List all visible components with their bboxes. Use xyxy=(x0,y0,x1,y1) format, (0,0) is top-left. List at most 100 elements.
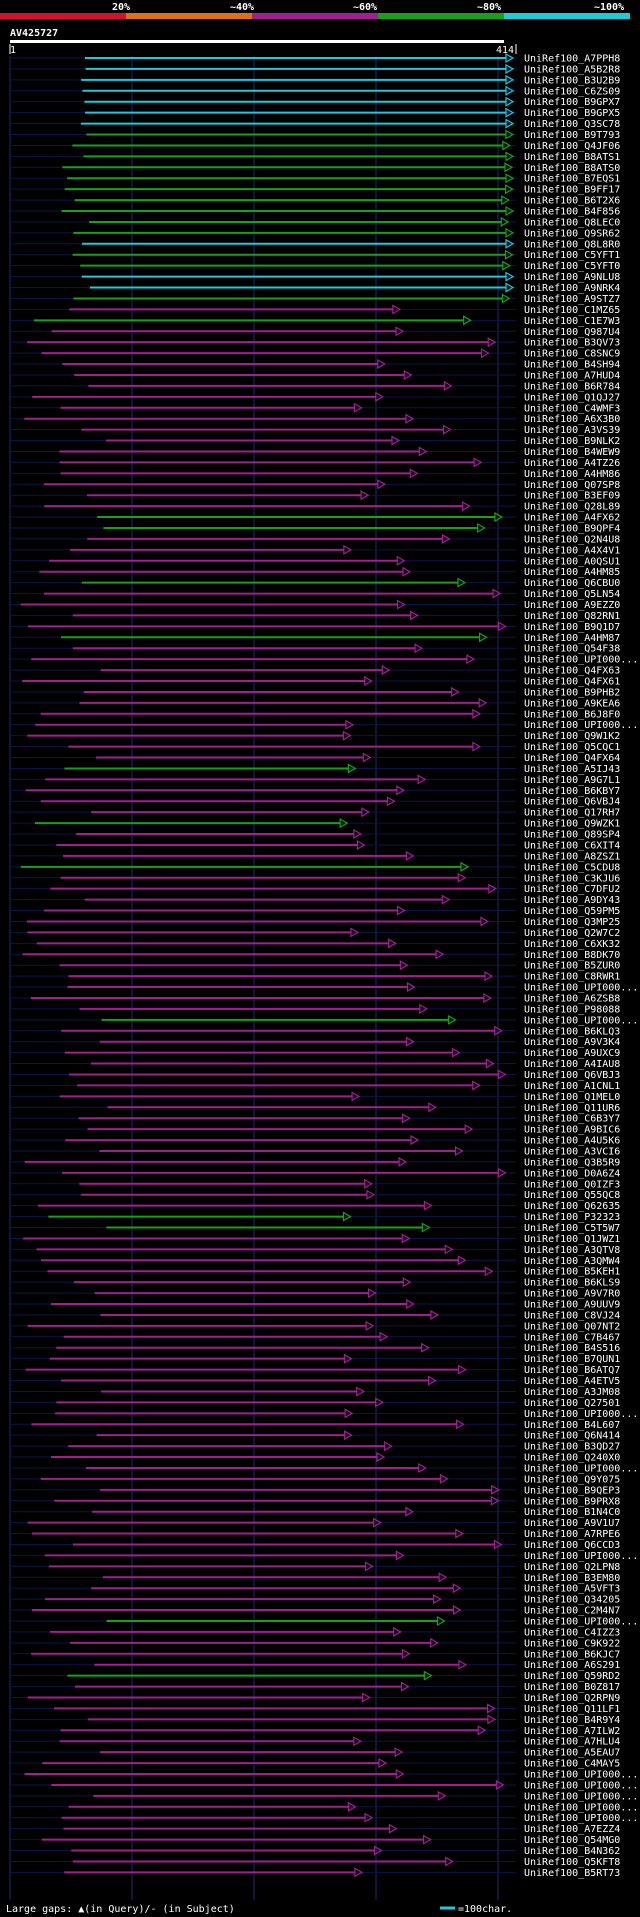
hit-label[interactable]: UniRef100_Q54MG0 xyxy=(524,1835,620,1846)
hit-label[interactable]: UniRef100_Q59PM5 xyxy=(524,906,620,917)
hit-label[interactable]: UniRef100_C1E7W3 xyxy=(524,316,620,327)
hit-label[interactable]: UniRef100_B9Q1D7 xyxy=(524,622,620,633)
hit-row[interactable]: UniRef100_B4L607 xyxy=(10,1419,620,1431)
hit-label[interactable]: UniRef100_B4F856 xyxy=(524,207,620,218)
hit-label[interactable]: UniRef100_Q5CQC1 xyxy=(524,742,620,753)
hit-label[interactable]: UniRef100_B6T2X6 xyxy=(524,196,620,207)
hit-label[interactable]: UniRef100_C6XK32 xyxy=(524,939,620,950)
hit-row[interactable]: UniRef100_C6ZS09 xyxy=(10,85,620,97)
hit-row[interactable]: UniRef100_A3VS39 xyxy=(10,424,620,436)
hit-label[interactable]: UniRef100_Q9SR62 xyxy=(524,228,620,239)
hit-label[interactable]: UniRef100_Q5KFT8 xyxy=(524,1857,620,1868)
hit-label[interactable]: UniRef100_Q9WZK1 xyxy=(524,819,620,830)
hit-label[interactable]: UniRef100_B4L607 xyxy=(524,1420,620,1431)
hit-label[interactable]: UniRef100_Q59RD2 xyxy=(524,1671,620,1682)
hit-label[interactable]: UniRef100_B6ATQ7 xyxy=(524,1365,620,1376)
hit-label[interactable]: UniRef100_Q1JWZ1 xyxy=(524,1234,620,1245)
hit-label[interactable]: UniRef100_B6KJC7 xyxy=(524,1649,620,1660)
hit-row[interactable]: UniRef100_Q89SP4 xyxy=(10,828,620,841)
hit-row[interactable]: UniRef100_B9T793 xyxy=(10,129,620,141)
hit-label[interactable]: UniRef100_B4SH94 xyxy=(524,360,620,371)
hit-label[interactable]: UniRef100_A6S291 xyxy=(524,1660,620,1671)
hit-row[interactable]: UniRef100_B6KJC7 xyxy=(10,1648,620,1660)
hit-row[interactable]: UniRef100_A4ETV5 xyxy=(10,1375,620,1387)
hit-row[interactable]: UniRef100_Q2RPN9 xyxy=(10,1692,620,1704)
hit-row[interactable]: UniRef100_D0A6Z4 xyxy=(10,1167,620,1179)
hit-row[interactable]: UniRef100_C6B3Y7 xyxy=(10,1113,620,1125)
hit-label[interactable]: UniRef100_B9QEP3 xyxy=(524,1485,620,1496)
hit-row[interactable]: UniRef100_A7EZZ4 xyxy=(10,1823,620,1835)
hit-row[interactable]: UniRef100_C2M4N7 xyxy=(10,1605,620,1617)
hit-label[interactable]: UniRef100_A8ZSZ1 xyxy=(524,851,620,862)
hit-label[interactable]: UniRef100_Q6CBU0 xyxy=(524,578,620,589)
hit-label[interactable]: UniRef100_B0Z817 xyxy=(524,1682,620,1693)
hit-row[interactable]: UniRef100_A4IAU8 xyxy=(10,1058,620,1070)
hit-label[interactable]: UniRef100_A9V7R0 xyxy=(524,1289,620,1300)
hit-row[interactable]: UniRef100_A3QMW4 xyxy=(10,1255,620,1267)
hit-label[interactable]: UniRef100_P98088 xyxy=(524,1004,620,1015)
hit-row[interactable]: UniRef100_A9DY43 xyxy=(10,894,620,906)
hit-label[interactable]: UniRef100_Q34205 xyxy=(524,1595,620,1606)
hit-row[interactable]: UniRef100_B6KLQ3 xyxy=(10,1025,620,1037)
hit-row[interactable]: UniRef100_A9UXC9 xyxy=(10,1047,620,1059)
hit-label[interactable]: UniRef100_UPI000... xyxy=(524,1463,638,1474)
hit-label[interactable]: UniRef100_A4HM87 xyxy=(524,633,620,644)
hit-row[interactable]: UniRef100_A7PPH8 xyxy=(10,52,620,65)
hit-label[interactable]: UniRef100_Q1QJ27 xyxy=(524,392,620,403)
hit-row[interactable]: UniRef100_A5VFT3 xyxy=(10,1583,620,1595)
hit-label[interactable]: UniRef100_Q4JF06 xyxy=(524,141,620,152)
hit-row[interactable]: UniRef100_C5YFT0 xyxy=(10,260,620,272)
hit-label[interactable]: UniRef100_B9PHB2 xyxy=(524,687,620,698)
hit-row[interactable]: UniRef100_C8VJ24 xyxy=(10,1309,620,1321)
hit-row[interactable]: UniRef100_A4HM86 xyxy=(10,468,620,480)
hit-row[interactable]: UniRef100_UPI000... xyxy=(10,1801,638,1813)
hit-label[interactable]: UniRef100_C5YFT1 xyxy=(524,250,620,261)
hit-label[interactable]: UniRef100_Q5LN54 xyxy=(524,589,620,600)
hit-row[interactable]: UniRef100_Q11LF1 xyxy=(10,1703,620,1715)
hit-row[interactable]: UniRef100_B5KEH1 xyxy=(10,1266,620,1278)
hit-row[interactable]: UniRef100_A6X3B0 xyxy=(10,413,620,425)
hit-label[interactable]: UniRef100_Q6CCD3 xyxy=(524,1540,620,1551)
hit-row[interactable]: UniRef100_Q8L8R0 xyxy=(10,238,620,250)
hit-row[interactable]: UniRef100_UPI000... xyxy=(10,1768,638,1781)
hit-label[interactable]: UniRef100_Q27501 xyxy=(524,1398,620,1409)
hit-label[interactable]: UniRef100_Q9Y075 xyxy=(524,1474,620,1485)
hit-label[interactable]: UniRef100_B1N4C0 xyxy=(524,1507,620,1518)
hit-label[interactable]: UniRef100_C8VJ24 xyxy=(524,1310,620,1321)
hit-row[interactable]: UniRef100_A6S291 xyxy=(10,1659,620,1671)
hit-row[interactable]: UniRef100_B3U2B9 xyxy=(10,74,620,86)
hit-label[interactable]: UniRef100_C5YFT0 xyxy=(524,261,620,272)
hit-row[interactable]: UniRef100_B8ATS1 xyxy=(10,151,620,163)
hit-label[interactable]: UniRef100_B5ZUR0 xyxy=(524,961,620,972)
hit-row[interactable]: UniRef100_A4X4V1 xyxy=(10,544,620,556)
hit-row[interactable]: UniRef100_C4WMF3 xyxy=(10,402,620,414)
hit-row[interactable]: UniRef100_A5EAU7 xyxy=(10,1747,620,1759)
hit-label[interactable]: UniRef100_C4WMF3 xyxy=(524,403,620,414)
hit-label[interactable]: UniRef100_Q89SP4 xyxy=(524,830,620,841)
hit-row[interactable]: UniRef100_B9NLK2 xyxy=(10,435,620,447)
hit-label[interactable]: UniRef100_A5EAU7 xyxy=(524,1748,620,1759)
hit-row[interactable]: UniRef100_Q27501 xyxy=(10,1397,620,1409)
hit-row[interactable]: UniRef100_B6T2X6 xyxy=(10,195,620,207)
hit-row[interactable]: UniRef100_A4HM85 xyxy=(10,566,620,578)
hit-row[interactable]: UniRef100_Q4FX61 xyxy=(10,675,620,688)
hit-label[interactable]: UniRef100_Q6VBJ3 xyxy=(524,1070,620,1081)
hit-label[interactable]: UniRef100_C4IZZ3 xyxy=(524,1627,620,1638)
hit-label[interactable]: UniRef100_B5KEH1 xyxy=(524,1267,620,1278)
hit-label[interactable]: UniRef100_Q987U4 xyxy=(524,327,620,338)
hit-row[interactable]: UniRef100_Q5KFT8 xyxy=(10,1856,620,1868)
hit-row[interactable]: UniRef100_B8ATS0 xyxy=(10,162,620,174)
hit-label[interactable]: UniRef100_A9V1U7 xyxy=(524,1518,620,1529)
hit-row[interactable]: UniRef100_A9V3K4 xyxy=(10,1036,620,1048)
hit-row[interactable]: UniRef100_A9NRK4 xyxy=(10,282,620,294)
hit-row[interactable]: UniRef100_A4HM87 xyxy=(10,632,620,644)
hit-row[interactable]: UniRef100_B4SH94 xyxy=(10,359,620,371)
hit-row[interactable]: UniRef100_C9K922 xyxy=(10,1637,620,1649)
hit-label[interactable]: UniRef100_Q4FX63 xyxy=(524,666,620,677)
hit-label[interactable]: UniRef100_Q6VBJ4 xyxy=(524,797,620,808)
hit-label[interactable]: UniRef100_Q11UR6 xyxy=(524,1103,620,1114)
hit-label[interactable]: UniRef100_B4S516 xyxy=(524,1343,620,1354)
hit-row[interactable]: UniRef100_B4R9Y4 xyxy=(10,1714,620,1726)
hit-label[interactable]: UniRef100_B8ATS0 xyxy=(524,163,620,174)
hit-label[interactable]: UniRef100_B4WEW9 xyxy=(524,447,620,458)
